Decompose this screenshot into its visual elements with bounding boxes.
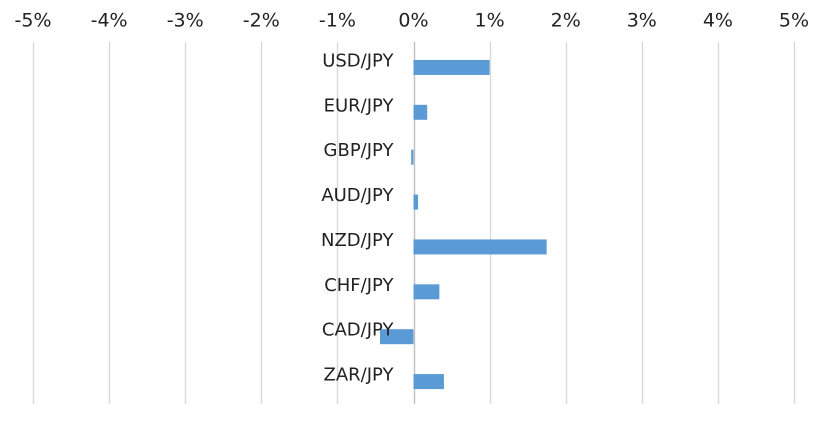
x-tick-label: -1% bbox=[319, 10, 356, 32]
category-label: EUR/JPY bbox=[324, 95, 395, 116]
category-label: AUD/JPY bbox=[321, 185, 394, 206]
x-tick-label: 0% bbox=[398, 10, 428, 32]
x-tick-label: 3% bbox=[627, 10, 657, 32]
bar-aud-jpy bbox=[413, 194, 419, 210]
bars bbox=[380, 59, 547, 390]
x-tick-label: -5% bbox=[15, 10, 52, 32]
gridlines bbox=[32, 42, 796, 404]
bar-chf-jpy bbox=[413, 284, 440, 300]
category-label: NZD/JPY bbox=[321, 230, 394, 251]
x-tick-label: -4% bbox=[91, 10, 128, 32]
category-label: GBP/JPY bbox=[324, 140, 395, 161]
x-tick-labels: -5% -4% -3% -2% -1% 0% 1% 2% 3% 4% 5% bbox=[15, 10, 810, 32]
category-label: ZAR/JPY bbox=[324, 365, 395, 386]
category-label: CHF/JPY bbox=[324, 275, 394, 296]
x-tick-label: 2% bbox=[551, 10, 581, 32]
x-tick-label: 1% bbox=[475, 10, 505, 32]
x-tick-label: -3% bbox=[167, 10, 204, 32]
category-label: CAD/JPY bbox=[322, 320, 395, 341]
bar-usd-jpy bbox=[413, 59, 490, 75]
category-label: USD/JPY bbox=[322, 50, 394, 71]
bar-zar-jpy bbox=[413, 374, 444, 390]
x-tick-label: 4% bbox=[703, 10, 733, 32]
x-tick-label: 5% bbox=[779, 10, 809, 32]
category-labels: USD/JPY EUR/JPY GBP/JPY AUD/JPY NZD/JPY CHF/J… bbox=[321, 50, 394, 385]
bar-cad-jpy bbox=[380, 329, 414, 345]
x-tick-label: -2% bbox=[243, 10, 280, 32]
bar-gbp-jpy bbox=[411, 149, 414, 165]
bar-eur-jpy bbox=[413, 104, 428, 120]
bar-nzd-jpy bbox=[413, 239, 547, 255]
